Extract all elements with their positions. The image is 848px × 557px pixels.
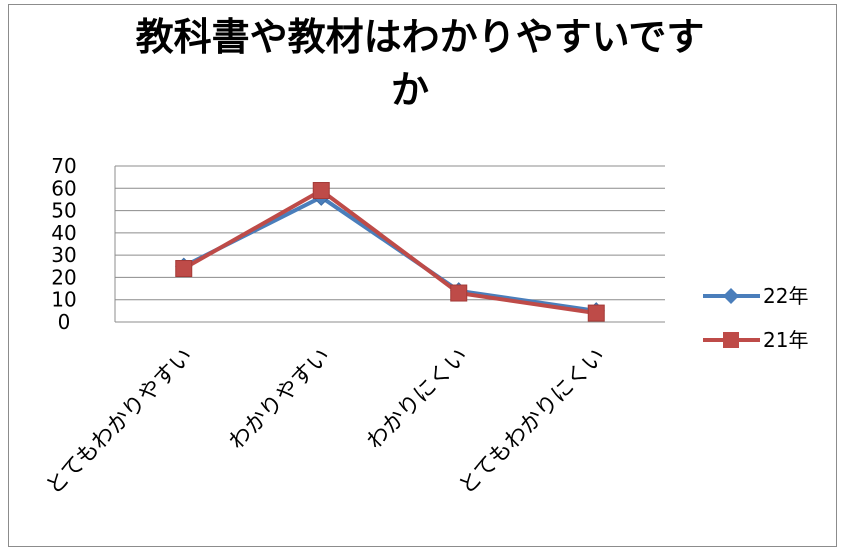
y-tick-label: 70 — [51, 154, 76, 178]
y-tick-label: 20 — [51, 265, 76, 289]
data-point — [588, 305, 604, 321]
x-category-label: とてもわかりにくい — [454, 344, 610, 500]
legend: 22年 21年 — [703, 284, 808, 352]
legend-marker — [723, 288, 739, 304]
y-tick-label: 60 — [51, 176, 76, 200]
series-line — [184, 197, 597, 311]
y-tick-label: 0 — [58, 310, 71, 334]
y-tick-label: 40 — [51, 221, 76, 245]
series — [176, 183, 605, 322]
data-point — [313, 183, 329, 199]
legend-marker — [723, 332, 739, 348]
y-tick-label: 10 — [51, 288, 76, 312]
title-line: か — [391, 68, 429, 112]
y-tick-label: 30 — [51, 243, 76, 267]
y-tick-label: 50 — [51, 199, 76, 223]
data-point — [176, 261, 192, 277]
x-category-label: わかりにくい — [362, 344, 473, 455]
legend-label: 22年 — [763, 284, 808, 308]
x-category-label: とてもわかりやすい — [42, 344, 198, 500]
series-line — [184, 191, 597, 314]
x-category-label: わかりやすい — [224, 344, 335, 455]
title-line: 教科書や教材はわかりやすいです — [136, 15, 705, 59]
data-point — [451, 285, 467, 301]
legend-label: 21年 — [763, 328, 808, 352]
